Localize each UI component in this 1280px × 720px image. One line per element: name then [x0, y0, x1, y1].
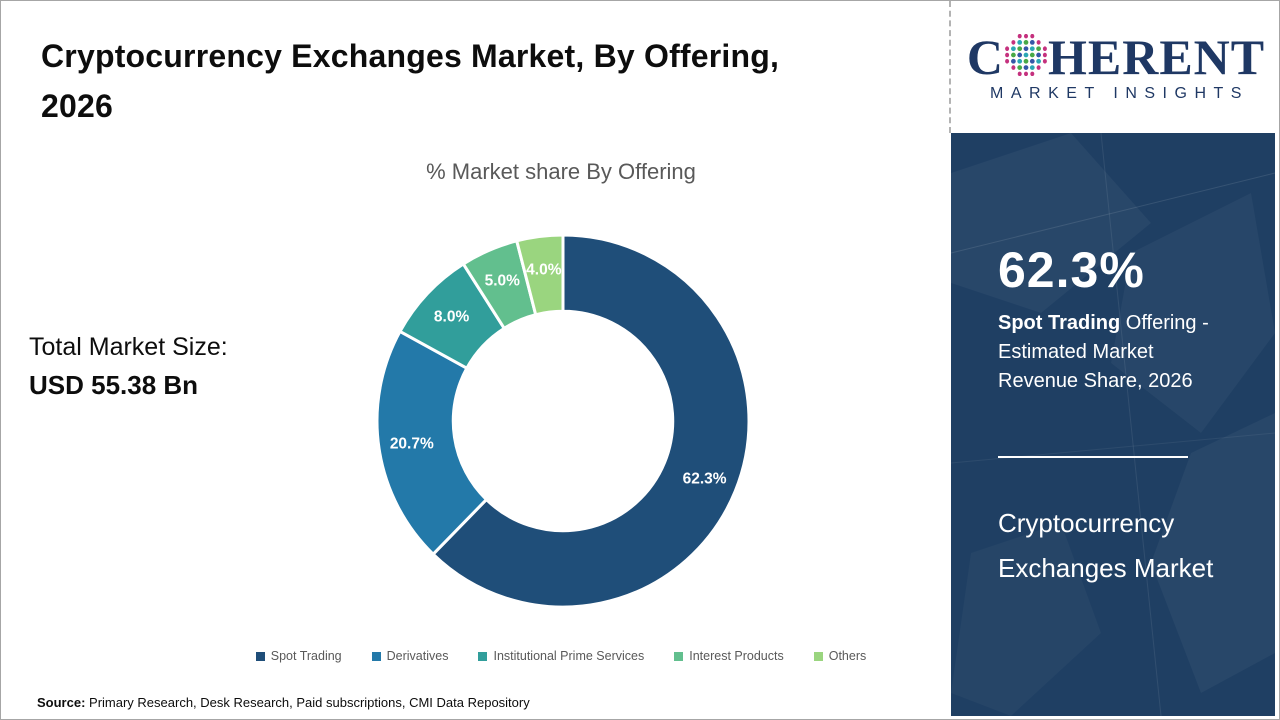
legend-label: Spot Trading [270, 649, 342, 663]
donut-slice-label: 4.0% [526, 261, 562, 278]
page-title-line1: Cryptocurrency Exchanges Market, By Offe… [41, 38, 780, 74]
globe-dot [1023, 39, 1029, 45]
legend-label: Others [828, 649, 867, 663]
donut-chart-svg: 62.3% 20.7% 8.0% 5.0% 4.0% [375, 233, 751, 609]
globe-dot [1017, 64, 1023, 70]
globe-dot [1011, 39, 1016, 45]
chart-legend: Spot Trading Derivatives Institutional Pri… [181, 649, 941, 663]
stat-desc-line1: Spot Trading Offering - [998, 309, 1248, 338]
stat-desc-line1-rest: Offering - [1120, 312, 1209, 334]
sidebar: C HERENT MARKET INSIGHTS 62.3% Spot Trad… [949, 1, 1279, 719]
total-market-size-block: Total Market Size: USD 55.38 Bn [29, 328, 228, 404]
brand-logo: C HERENT [967, 32, 1265, 82]
page-title-line2: 2026 [41, 88, 113, 124]
globe-dot [1005, 58, 1010, 64]
highlight-stat-description: Spot Trading Offering - Estimated Market… [998, 309, 1248, 396]
globe-dot [1029, 52, 1035, 57]
chart-title: % Market share By Offering [426, 159, 696, 184]
globe-dot [1042, 45, 1047, 51]
legend-item-spot-trading: Spot Trading [255, 649, 342, 663]
donut-slice-label: 5.0% [485, 273, 521, 290]
donut-slice-derivatives [375, 329, 488, 556]
stat-desc-bold: Spot Trading [998, 312, 1121, 334]
globe-dot [1042, 52, 1047, 57]
globe-dots-icon [1005, 33, 1047, 76]
globe-dot [1029, 39, 1035, 45]
total-market-size-value: USD 55.38 Bn [29, 370, 199, 400]
globe-dot [1029, 58, 1035, 64]
globe-dot [1017, 52, 1023, 57]
legend-item-derivatives: Derivatives [371, 649, 449, 663]
legend-swatch-icon [674, 651, 684, 661]
globe-dot [1005, 45, 1010, 51]
globe-dot [1017, 71, 1022, 76]
sidebar-divider [998, 456, 1188, 458]
brand-logo-suffix: HERENT [1047, 28, 1266, 85]
globe-dot [1036, 64, 1041, 70]
brand-logo-area: C HERENT MARKET INSIGHTS [949, 1, 1279, 133]
stat-desc-line2: Estimated Market [998, 341, 1154, 363]
sidebar-market-name: Cryptocurrency Exchanges Market [998, 501, 1253, 591]
legend-label: Institutional Prime Services [493, 649, 645, 663]
legend-item-others: Others [813, 649, 867, 663]
brand-logo-prefix: C [966, 28, 1004, 85]
globe-dot [1023, 71, 1028, 76]
globe-dot [1030, 33, 1035, 38]
donut-slice-others [515, 233, 565, 317]
market-name-line2: Exchanges Market [998, 553, 1214, 583]
globe-dot [1030, 71, 1035, 76]
brand-tagline: MARKET INSIGHTS [990, 84, 1249, 102]
world-map-texture [951, 133, 1275, 716]
total-market-size-label: Total Market Size: [29, 333, 228, 361]
globe-dot [1029, 64, 1035, 70]
legend-label: Derivatives [386, 649, 449, 663]
globe-dot [1036, 39, 1041, 45]
donut-slice-label: 8.0% [434, 308, 470, 325]
globe-dot [1023, 33, 1028, 38]
globe-dot [1017, 58, 1023, 64]
globe-dot [1036, 45, 1041, 51]
legend-swatch-icon [813, 651, 823, 661]
source-text: Primary Research, Desk Research, Paid su… [85, 695, 530, 710]
market-name-line1: Cryptocurrency [998, 508, 1175, 538]
stat-desc-line3: Revenue Share, 2026 [998, 370, 1193, 392]
legend-item-interest-products: Interest Products [674, 649, 784, 663]
highlight-panel: 62.3% Spot Trading Offering - Estimated … [951, 133, 1275, 716]
highlight-stat-value: 62.3% [998, 242, 1145, 298]
globe-dot [1036, 52, 1041, 57]
globe-dot [1010, 52, 1016, 57]
globe-dot [1023, 45, 1029, 51]
globe-dot [1042, 58, 1047, 64]
donut-chart: 62.3% 20.7% 8.0% 5.0% 4.0% [363, 221, 763, 621]
legend-swatch-icon [255, 651, 265, 661]
legend-label: Interest Products [689, 649, 784, 663]
globe-dot [1017, 33, 1022, 38]
globe-dot [1036, 58, 1041, 64]
main-content-area: Cryptocurrency Exchanges Market, By Offe… [1, 1, 949, 719]
donut-slice-spot-trading [431, 233, 751, 609]
globe-dot [1005, 52, 1010, 57]
donut-slice-label: 20.7% [390, 435, 434, 452]
legend-item-institutional-prime-services: Institutional Prime Services [478, 649, 644, 663]
legend-swatch-icon [371, 651, 381, 661]
globe-dot [1010, 45, 1016, 51]
globe-dot [1023, 52, 1029, 57]
globe-dot [1029, 45, 1035, 51]
globe-dot [1011, 64, 1016, 70]
source-line: Source: Primary Research, Desk Research,… [37, 695, 530, 710]
page-title: Cryptocurrency Exchanges Market, By Offe… [41, 31, 921, 131]
source-label: Source: [37, 695, 86, 710]
globe-dot [1023, 58, 1029, 64]
donut-slice-label: 62.3% [683, 471, 727, 488]
globe-dot [1023, 64, 1029, 70]
legend-swatch-icon [478, 651, 488, 661]
globe-dot [1017, 45, 1023, 51]
globe-dot [1010, 58, 1016, 64]
globe-dot [1017, 39, 1023, 45]
